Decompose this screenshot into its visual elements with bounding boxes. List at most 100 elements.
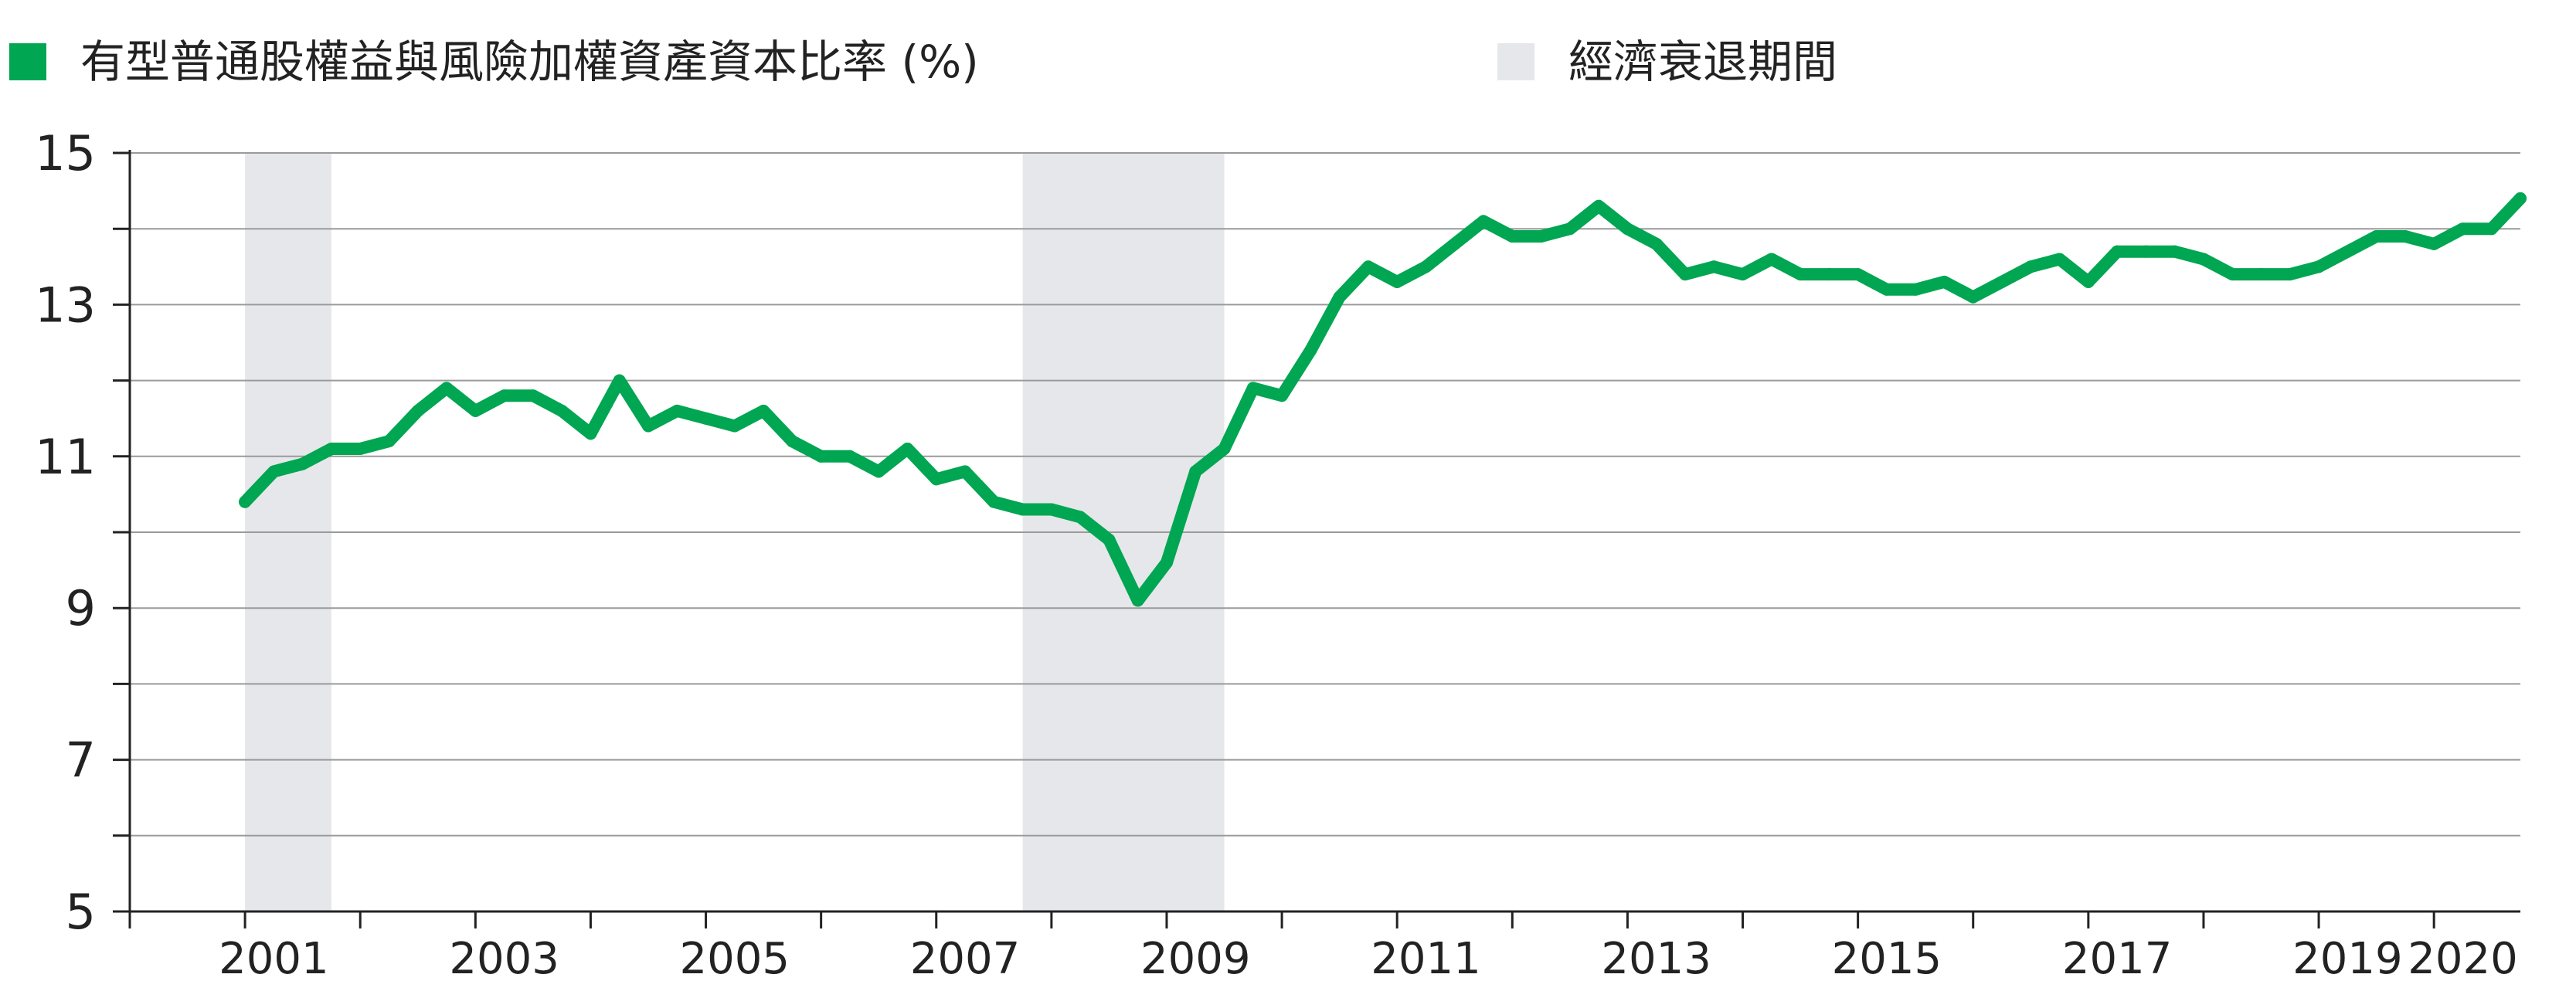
data-point — [1045, 503, 1058, 516]
data-point — [1678, 268, 1691, 281]
data-point — [2226, 268, 2239, 281]
y-tick-label-15: 15 — [35, 125, 96, 182]
data-point — [1419, 260, 1432, 273]
data-point — [901, 442, 914, 455]
legend: 有型普通股權益與風險加權資產資本比率 (%) 經濟衰退期間 — [0, 31, 2576, 93]
data-point — [1246, 382, 1259, 395]
data-point — [1794, 268, 1807, 281]
data-point — [2514, 192, 2527, 205]
x-tick-label-2013: 2013 — [1601, 934, 1711, 984]
data-point — [1477, 215, 1490, 228]
legend-item-series: 有型普通股權益與風險加權資產資本比率 (%) — [9, 31, 979, 93]
data-point — [641, 419, 654, 433]
data-point — [1621, 222, 1634, 236]
x-tick-label-2005: 2005 — [680, 934, 790, 984]
y-tick-label-7: 7 — [66, 732, 96, 789]
data-point — [1189, 465, 1202, 478]
data-point — [2485, 222, 2498, 236]
data-point — [2082, 275, 2095, 288]
data-point — [699, 412, 712, 425]
data-point — [757, 404, 770, 417]
legend-label-recession: 經濟衰退期間 — [1568, 36, 1838, 88]
data-point — [2398, 230, 2411, 243]
x-tick-label-2001: 2001 — [219, 934, 329, 984]
x-tick-label-2017: 2017 — [2062, 934, 2173, 984]
data-point — [1851, 268, 1864, 281]
gridlines — [130, 152, 2520, 837]
data-point — [1765, 253, 1778, 266]
data-point — [1563, 222, 1576, 236]
x-tick-label-2015: 2015 — [1832, 934, 1942, 984]
data-point — [987, 495, 1001, 508]
data-point — [1016, 503, 1029, 516]
data-point — [843, 450, 856, 463]
data-point — [2024, 260, 2037, 273]
y-tick-label-11: 11 — [35, 429, 96, 485]
data-point — [2341, 245, 2354, 258]
data-point — [526, 389, 539, 402]
data-point — [2053, 253, 2066, 266]
data-point — [814, 450, 828, 463]
y-tick-label-5: 5 — [66, 884, 96, 940]
data-point — [1160, 556, 1173, 569]
y-tick-label-13: 13 — [35, 277, 96, 333]
data-point — [2255, 268, 2268, 281]
data-point — [1736, 268, 1749, 281]
data-point — [1074, 511, 1087, 524]
data-point — [1966, 290, 1980, 304]
data-point — [1938, 275, 1951, 288]
data-point — [469, 404, 482, 417]
data-point — [1448, 237, 1461, 250]
x-tick-label-2007: 2007 — [910, 934, 1021, 984]
data-point — [2456, 222, 2469, 236]
data-point — [1708, 260, 1721, 273]
data-point — [1592, 199, 1606, 212]
data-point — [671, 404, 684, 417]
data-point — [1650, 237, 1663, 250]
legend-swatch-recession — [1497, 43, 1534, 80]
x-tick-label-2009: 2009 — [1140, 934, 1251, 984]
data-point — [556, 404, 569, 417]
data-point — [411, 404, 424, 417]
data-point — [1361, 260, 1375, 273]
data-point — [1333, 290, 1346, 304]
data-point — [382, 435, 396, 448]
data-point — [1218, 442, 1231, 455]
x-tick-labels: 2001 2003 2005 2007 2009 2011 2013 2015 2017 2019… — [219, 934, 2518, 984]
data-point — [325, 442, 338, 455]
data-point — [2168, 245, 2181, 258]
series-layer — [239, 192, 2527, 607]
data-point — [239, 495, 252, 508]
data-point — [2197, 253, 2210, 266]
data-point — [440, 382, 454, 395]
data-point — [786, 435, 799, 448]
data-point — [1909, 283, 1922, 296]
series-line-1 — [239, 192, 2527, 607]
data-point — [1131, 594, 1144, 607]
data-point — [1534, 230, 1548, 243]
data-point — [1276, 389, 1289, 402]
data-point — [584, 427, 597, 440]
data-point — [613, 374, 626, 387]
data-point — [1506, 230, 1519, 243]
data-point — [2370, 230, 2383, 243]
data-point — [2111, 245, 2124, 258]
data-point — [1391, 275, 1404, 288]
x-tick-label-2019: 2019 — [2292, 934, 2403, 984]
x-tick-label-2020: 2020 — [2408, 934, 2518, 984]
data-point — [728, 419, 741, 433]
legend-item-recession: 經濟衰退期間 — [1497, 31, 1837, 93]
data-point — [267, 465, 280, 478]
y-tick-label-9: 9 — [66, 580, 96, 636]
data-point — [498, 389, 511, 402]
data-point — [959, 465, 972, 478]
data-point — [2283, 268, 2296, 281]
data-point — [1823, 268, 1836, 281]
data-point — [296, 457, 309, 470]
data-point — [354, 442, 367, 455]
data-point — [1103, 533, 1116, 546]
data-point — [2313, 260, 2326, 273]
data-point — [2428, 237, 2441, 250]
axes — [113, 150, 2520, 928]
